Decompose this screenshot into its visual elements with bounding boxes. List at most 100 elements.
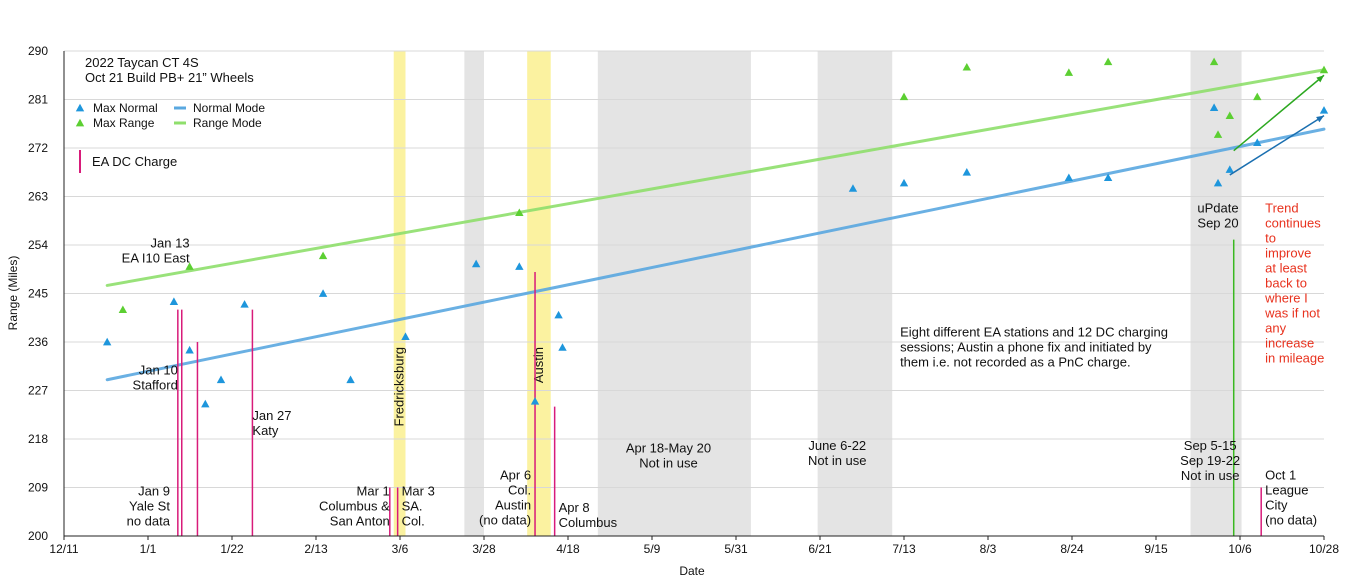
arrow-head-2	[1316, 115, 1324, 123]
annotation-line: increase	[1265, 336, 1314, 351]
annotation-line: San Anton	[330, 514, 390, 529]
annotation-mar-3: Mar 3 SA. Col.	[402, 484, 435, 529]
arrow-head-1	[1316, 75, 1324, 83]
annotation-line: EA I10 East	[122, 251, 190, 266]
annotation-line: Trend	[1265, 201, 1298, 216]
annotation-jan-9: Jan 9 Yale St no data	[127, 484, 171, 529]
point-max-normal-16	[899, 178, 909, 187]
axes: 200 209 218 227 236 245 254 263 272 281 290 12/11 1/…	[28, 44, 1339, 556]
annotation-line: improve	[1265, 246, 1311, 261]
period-label-austin: Austin	[531, 347, 546, 383]
annotation-line: Col.	[402, 514, 425, 529]
chart-title-line-2: Oct 21 Build PB+ 21” Wheels	[85, 70, 254, 85]
point-max-normal-23	[1253, 138, 1262, 146]
x-tick-label: 5/9	[644, 542, 661, 556]
point-max-normal-4	[201, 399, 210, 408]
annotation-line: Sep 20	[1197, 216, 1238, 231]
y-tick-label: 272	[28, 141, 48, 155]
point-max-range-2	[185, 262, 194, 270]
annotation-line: no data	[127, 514, 171, 529]
annotation-line: Katy	[252, 423, 279, 438]
annotation-line: back to	[1265, 276, 1307, 291]
annotation-line: Apr 8	[559, 500, 590, 515]
point-max-normal-24	[1319, 106, 1329, 114]
annotation-line: continues	[1265, 216, 1321, 231]
legend-marker-max-normal	[75, 103, 85, 112]
point-max-range-11	[1225, 111, 1234, 120]
arrow-line-1	[1233, 74, 1325, 152]
y-tick-label: 209	[28, 481, 48, 495]
period-label-fredricksburg: Fredricksburg	[392, 347, 407, 426]
annotation-update: uPdate Sep 20	[1197, 201, 1238, 231]
annotation-jan-27: Jan 27 Katy	[252, 408, 291, 438]
y-tick-label: 263	[28, 190, 48, 204]
point-max-normal-12	[530, 397, 540, 405]
annotation-line: sessions; Austin a phone fix and initiat…	[900, 340, 1152, 355]
annotation-line: to	[1265, 231, 1276, 246]
point-max-normal-10	[471, 259, 481, 268]
chart-title-line-1: 2022 Taycan CT 4S	[85, 55, 199, 70]
annotation-line: at least	[1265, 261, 1307, 276]
data-points	[102, 57, 1329, 408]
point-max-normal-6	[240, 300, 249, 308]
x-tick-label: 9/15	[1144, 542, 1168, 556]
annotation-line: City	[1265, 497, 1288, 512]
arrow-line-2	[1229, 115, 1325, 176]
point-max-normal-1	[102, 337, 112, 346]
x-tick-label: 5/31	[724, 542, 748, 556]
point-max-normal-22	[1225, 165, 1234, 173]
point-max-range-12	[1253, 92, 1262, 101]
y-axis-label: Range (Miles)	[6, 256, 20, 331]
legend-label-range-mode: Range Mode	[193, 116, 262, 130]
point-max-range-3	[318, 251, 328, 260]
annotation-line: Sep 19-22	[1180, 453, 1240, 468]
y-tick-label: 290	[28, 44, 48, 58]
point-max-normal-13	[554, 310, 563, 319]
annotation-line: Austin	[495, 497, 531, 512]
annotation-line: where I	[1264, 291, 1308, 306]
annotation-line: Oct 1	[1265, 467, 1296, 482]
annotation-line: Sep 5-15	[1184, 438, 1237, 453]
annotation-line: in mileage	[1265, 351, 1324, 366]
x-tick-label: 7/13	[892, 542, 916, 556]
legend-label-max-range: Max Range	[93, 116, 155, 130]
y-tick-label: 218	[28, 432, 48, 446]
point-max-normal-14	[558, 343, 567, 351]
annotation-line: was if not	[1264, 306, 1320, 321]
trend-arrows	[1229, 74, 1325, 176]
annotation-line: Stafford	[133, 377, 178, 392]
x-tick-label: 3/6	[392, 542, 409, 556]
dc-charge-markers	[177, 239, 1262, 536]
annotation-line: Columbus &	[319, 499, 390, 514]
annotation-eight-different-ea-stations-and-12-dc-charging: Eight different EA stations and 12 DC ch…	[900, 325, 1168, 370]
annotation-apr-6: Apr 6 Col. Austin (no data)	[479, 467, 531, 527]
annotation-line: Not in use	[1181, 468, 1240, 483]
annotation-oct-1: Oct 1 League City (no data)	[1265, 467, 1317, 527]
point-max-normal-19	[1103, 173, 1113, 181]
point-max-normal-3	[185, 345, 194, 354]
legend-label-normal-mode: Normal Mode	[193, 101, 265, 115]
annotation-trend: Trend continues to improve at least back to wh…	[1264, 201, 1324, 366]
trend-line-range-mode	[105, 68, 1326, 287]
point-max-range-8	[1103, 57, 1113, 66]
point-max-range-10	[1213, 130, 1223, 138]
y-tick-label: 254	[28, 238, 48, 252]
point-max-normal-18	[1064, 173, 1074, 181]
annotation-sep-5-15: Sep 5-15 Sep 19-22 Not in use	[1180, 438, 1240, 483]
annotation-line: (no data)	[479, 512, 531, 527]
legend-label-max-normal: Max Normal	[93, 101, 158, 115]
annotation-line: any	[1265, 321, 1286, 336]
x-tick-label: 1/22	[220, 542, 244, 556]
point-max-normal-21	[1213, 178, 1223, 187]
point-max-normal-15	[848, 184, 858, 192]
legend-marker-max-range	[75, 118, 85, 127]
x-tick-label: 2/13	[304, 542, 328, 556]
annotation-line: Columbus	[559, 515, 618, 530]
point-max-range-13	[1319, 65, 1329, 74]
x-tick-label: 10/6	[1228, 542, 1252, 556]
x-tick-label: 8/24	[1060, 542, 1084, 556]
point-max-range-5	[899, 92, 909, 101]
x-tick-label: 6/21	[808, 542, 832, 556]
annotation-line: Col.	[508, 482, 531, 497]
